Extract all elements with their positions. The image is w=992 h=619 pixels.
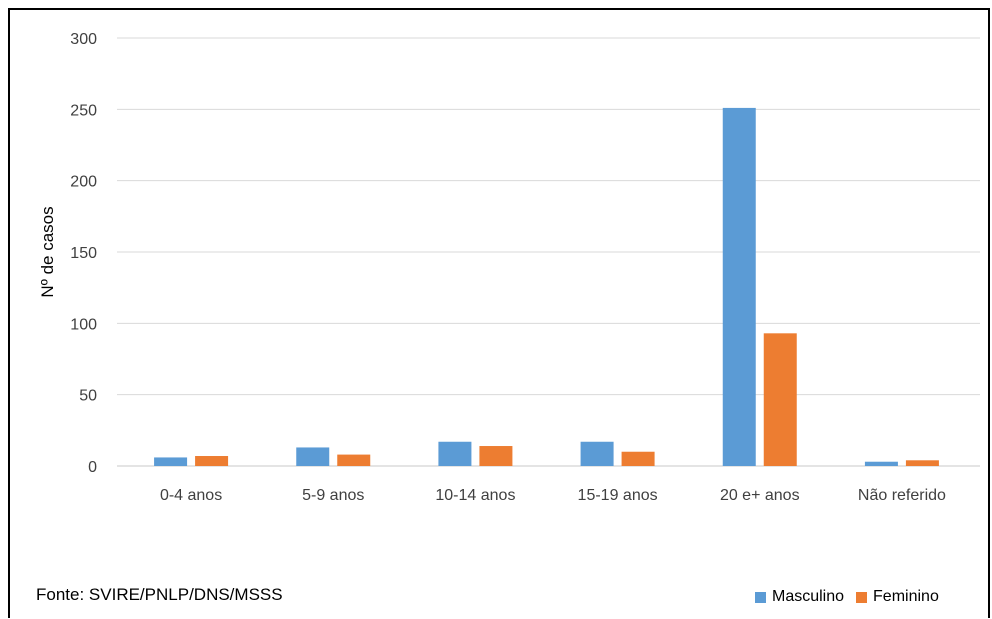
- bar-masculino-5: [722, 107, 756, 466]
- chart-frame: [8, 8, 990, 618]
- y-tick-label: 300: [70, 31, 97, 48]
- x-tick-label: 5-9 anos: [302, 487, 364, 504]
- y-axis-ticks: 0 50 100 150 200 250 300: [70, 31, 97, 476]
- bar-feminino-6: [905, 460, 939, 466]
- legend-item-feminino: Feminino: [856, 588, 939, 606]
- bar-masculino-1: [154, 457, 188, 466]
- source-note: Fonte: SVIRE/PNLP/DNS/MSSS: [36, 585, 283, 604]
- legend-item-masculino: Masculino: [755, 588, 844, 606]
- y-tick-label: 200: [70, 174, 97, 191]
- bars: [154, 107, 939, 466]
- legend: Masculino Feminino: [755, 588, 951, 606]
- legend-swatch-feminino: [856, 591, 868, 603]
- y-tick-label: 0: [88, 459, 97, 476]
- legend-label-masculino: Masculino: [772, 588, 845, 605]
- x-tick-label: 15-19 anos: [578, 487, 658, 504]
- bar-masculino-6: [864, 461, 898, 466]
- y-axis-label: Nº de casos: [38, 206, 57, 297]
- x-tick-label: 10-14 anos: [435, 487, 515, 504]
- y-tick-label: 50: [79, 388, 97, 405]
- bar-feminino-5: [763, 333, 797, 466]
- bar-masculino-4: [580, 441, 614, 466]
- x-axis-ticks: 0-4 anos 5-9 anos 10-14 anos 15-19 anos 20 e…: [160, 487, 946, 504]
- bar-masculino-2: [296, 447, 330, 466]
- x-tick-label: Não referido: [858, 487, 946, 504]
- bar-feminino-4: [621, 451, 655, 466]
- bar-feminino-3: [479, 446, 513, 466]
- y-tick-label: 150: [70, 245, 97, 262]
- legend-label-feminino: Feminino: [873, 588, 939, 605]
- bar-masculino-3: [438, 441, 472, 466]
- bar-feminino-2: [337, 454, 371, 466]
- y-tick-label: 100: [70, 316, 97, 333]
- bar-feminino-1: [195, 456, 229, 466]
- gridlines: [117, 37, 980, 467]
- y-tick-label: 250: [70, 102, 97, 119]
- legend-swatch-masculino: [755, 591, 766, 603]
- x-tick-label: 0-4 anos: [160, 487, 222, 504]
- x-tick-label: 20 e+ anos: [720, 487, 800, 504]
